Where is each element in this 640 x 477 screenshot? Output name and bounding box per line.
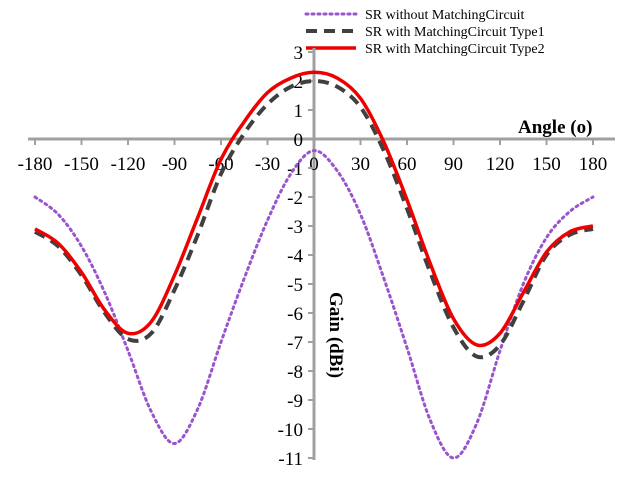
series-line-3 bbox=[34, 70, 594, 348]
x-tick-label: 30 bbox=[351, 154, 370, 175]
x-tick-label: 150 bbox=[532, 154, 561, 175]
y-tick-label: -10 bbox=[278, 420, 303, 441]
y-tick-label: -3 bbox=[287, 217, 303, 238]
y-tick-label: -6 bbox=[287, 304, 303, 325]
series-line-1 bbox=[33, 149, 595, 460]
x-tick-label: -150 bbox=[64, 154, 99, 175]
y-tick-label: 0 bbox=[294, 130, 304, 151]
x-tick-label: 60 bbox=[398, 154, 417, 175]
x-tick-label: -120 bbox=[111, 154, 146, 175]
series-line-2 bbox=[33, 78, 594, 360]
x-tick-label: -90 bbox=[162, 154, 187, 175]
series-layer bbox=[33, 70, 595, 460]
y-tick-label: -11 bbox=[278, 449, 303, 470]
y-tick-label: -8 bbox=[287, 362, 303, 383]
x-tick-label: 0 bbox=[309, 154, 319, 175]
legend: SR without MatchingCircuit SR with Matchi… bbox=[304, 8, 545, 57]
y-tick-label: 1 bbox=[294, 101, 304, 122]
y-tick-label: -2 bbox=[287, 188, 303, 209]
x-axis-title: Angle (o) bbox=[518, 117, 592, 138]
y-tick-label: -5 bbox=[287, 275, 303, 296]
y-tick-label: -9 bbox=[287, 391, 303, 412]
y-tick-label: 3 bbox=[294, 43, 304, 64]
axes: -180 -150 -120 -90 -6 0 -30 0 30 60 90 120 150 180 3 2 1… bbox=[18, 43, 615, 470]
x-tick-label: -30 bbox=[255, 154, 280, 175]
y-tick-label: 2 bbox=[294, 72, 304, 93]
x-axis-title-text: Angle (o) bbox=[518, 117, 592, 138]
y-tick-label: -4 bbox=[287, 246, 303, 267]
y-axis-title: Gain (dBi) bbox=[325, 292, 346, 378]
x-tick-label: 90 bbox=[444, 154, 463, 175]
legend-label-2: SR with MatchingCircuit Type1 bbox=[365, 25, 545, 40]
legend-label-1: SR without MatchingCircuit bbox=[365, 8, 525, 23]
y-tick-label: -7 bbox=[287, 333, 303, 354]
legend-label-3: SR with MatchingCircuit Type2 bbox=[365, 42, 545, 57]
x-tick-label: -180 bbox=[18, 154, 53, 175]
x-tick-label: 120 bbox=[486, 154, 515, 175]
x-tick-label: 180 bbox=[579, 154, 608, 175]
